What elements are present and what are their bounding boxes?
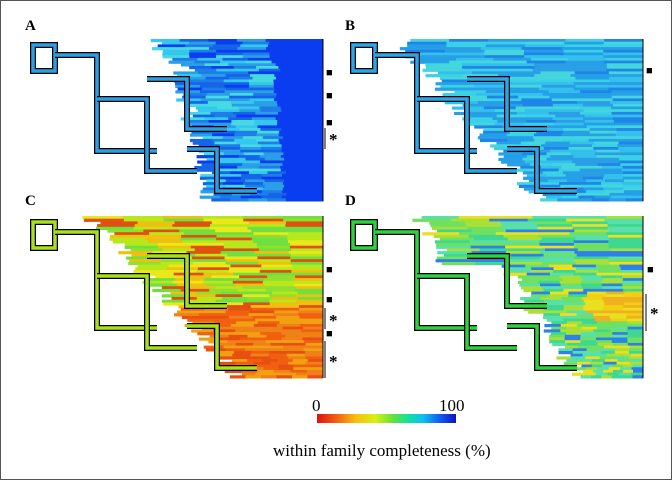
panel-a-square-1: ■ <box>326 67 333 79</box>
panel-d-square-1: ■ <box>647 264 654 276</box>
panel-a-square-3: ■ <box>326 117 333 129</box>
panel-a-tree <box>30 42 257 194</box>
panel-c-heatmap <box>82 216 324 379</box>
legend-title: within family completeness (%) <box>273 441 491 460</box>
panel-c-star-2: * <box>329 352 338 371</box>
panel-b-square-1: ■ <box>646 65 653 77</box>
panel-c-square-3: ■ <box>326 328 333 340</box>
panel-a-star: * <box>329 130 338 149</box>
panel-c-square-1: ■ <box>326 264 333 276</box>
panel-c-star-1: * <box>329 311 338 330</box>
panel-b-tree <box>350 42 577 194</box>
panel-a: A ■ ■ ■ * <box>25 18 338 202</box>
panel-b: B ■ <box>345 18 653 202</box>
panel-d: D ■ * <box>345 193 659 379</box>
panel-d-label: D <box>345 193 356 209</box>
panel-d-star: * <box>650 304 659 323</box>
panel-a-square-2: ■ <box>326 90 333 102</box>
panel-c-label: C <box>25 193 36 209</box>
panel-d-tree <box>350 219 577 371</box>
panel-a-heatmap <box>150 39 324 202</box>
legend-max-label: 100 <box>439 396 465 415</box>
panel-d-heatmap <box>412 216 644 379</box>
legend-min-label: 0 <box>312 396 321 415</box>
color-legend: 0 100 within family completeness (%) <box>273 396 491 460</box>
legend-color-bar <box>317 414 456 423</box>
panel-c: C ■ ■ * ■ * <box>25 193 338 379</box>
panel-a-label: A <box>25 18 36 34</box>
panel-b-label: B <box>345 18 355 34</box>
panel-b-heatmap <box>399 39 644 202</box>
panel-c-tree <box>30 219 257 371</box>
panel-c-square-2: ■ <box>326 294 333 306</box>
